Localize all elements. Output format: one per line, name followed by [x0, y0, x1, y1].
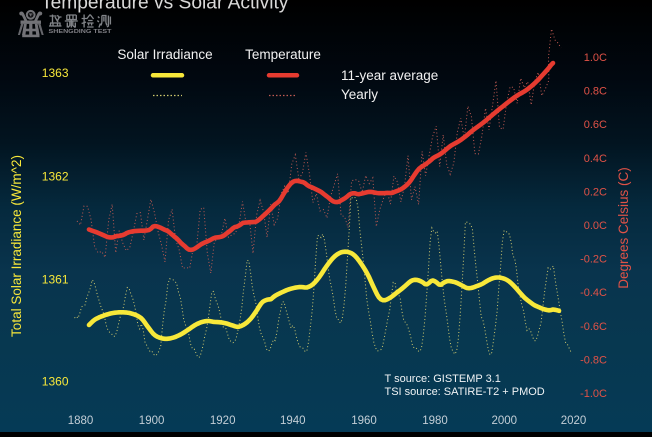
- svg-text:0.8C: 0.8C: [584, 86, 607, 98]
- svg-text:-0.4C: -0.4C: [580, 287, 607, 299]
- svg-text:0.0C: 0.0C: [584, 220, 607, 232]
- svg-text:T source: GISTEMP 3.1: T source: GISTEMP 3.1: [385, 373, 501, 385]
- svg-text:1920: 1920: [210, 415, 236, 427]
- svg-text:Solar Irradiance: Solar Irradiance: [117, 47, 212, 62]
- svg-text:Yearly: Yearly: [341, 87, 378, 102]
- svg-text:1880: 1880: [68, 415, 94, 427]
- svg-text:-0.2C: -0.2C: [580, 254, 607, 266]
- svg-text:TSI source: SATIRE-T2 + PMOD: TSI source: SATIRE-T2 + PMOD: [385, 386, 545, 398]
- svg-text:1900: 1900: [139, 415, 165, 427]
- svg-text:1940: 1940: [280, 415, 306, 427]
- svg-text:1363: 1363: [42, 66, 69, 80]
- svg-text:1361: 1361: [42, 273, 69, 287]
- svg-text:Degrees Celsius (C): Degrees Celsius (C): [616, 167, 631, 289]
- svg-text:0.6C: 0.6C: [584, 119, 607, 131]
- svg-text:Total Solar Irradiance (W/m^2): Total Solar Irradiance (W/m^2): [9, 155, 24, 337]
- svg-text:1360: 1360: [42, 375, 69, 389]
- svg-text:2020: 2020: [561, 415, 587, 427]
- svg-text:-0.8C: -0.8C: [580, 354, 607, 366]
- svg-text:11-year average: 11-year average: [341, 68, 438, 83]
- svg-text:-0.6C: -0.6C: [580, 321, 607, 333]
- svg-text:Temperature: Temperature: [245, 47, 321, 62]
- svg-text:0.2C: 0.2C: [584, 186, 607, 198]
- svg-text:1960: 1960: [351, 415, 377, 427]
- svg-text:SHENGDING TEST: SHENGDING TEST: [49, 29, 113, 35]
- svg-text:Temperature vs Solar Activity: Temperature vs Solar Activity: [41, 0, 289, 13]
- svg-text:0.4C: 0.4C: [584, 153, 607, 165]
- svg-text:2000: 2000: [492, 415, 518, 427]
- svg-text:1980: 1980: [422, 415, 448, 427]
- svg-text:-1.0C: -1.0C: [580, 388, 607, 400]
- svg-text:1362: 1362: [42, 170, 69, 184]
- svg-text:1.0C: 1.0C: [584, 52, 607, 64]
